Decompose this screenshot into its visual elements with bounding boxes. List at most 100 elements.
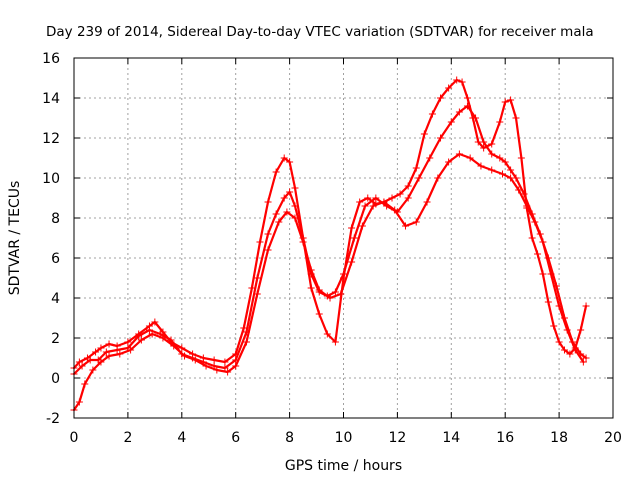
series-line bbox=[72, 78, 588, 370]
data-point bbox=[496, 154, 504, 162]
data-point bbox=[315, 286, 323, 294]
data-point bbox=[523, 202, 531, 210]
x-tick-label: 8 bbox=[285, 430, 294, 446]
data-point bbox=[528, 234, 536, 242]
data-point bbox=[264, 230, 272, 238]
data-point bbox=[178, 344, 186, 352]
data-point bbox=[299, 238, 307, 246]
data-point bbox=[515, 186, 523, 194]
data-point bbox=[145, 326, 153, 334]
data-point bbox=[105, 352, 113, 360]
data-point bbox=[272, 210, 280, 218]
x-tick-label: 18 bbox=[550, 430, 568, 446]
data-point bbox=[455, 108, 463, 116]
series-line bbox=[72, 152, 585, 412]
data-point bbox=[539, 238, 547, 246]
y-tick-label: 14 bbox=[42, 91, 60, 107]
data-point bbox=[75, 358, 83, 366]
y-axis-label: SDTVAR / TECUs bbox=[7, 181, 23, 296]
data-point bbox=[170, 342, 178, 350]
data-point bbox=[404, 194, 412, 202]
series-middle-arc bbox=[70, 102, 590, 378]
data-point bbox=[78, 362, 86, 370]
data-point bbox=[358, 222, 366, 230]
data-point bbox=[517, 154, 525, 162]
data-point bbox=[256, 238, 264, 246]
data-point bbox=[75, 398, 83, 406]
data-point bbox=[253, 274, 261, 282]
y-tick-label: 2 bbox=[51, 331, 60, 347]
data-point bbox=[420, 130, 428, 138]
data-point bbox=[113, 346, 121, 354]
data-point bbox=[291, 202, 299, 210]
data-point bbox=[264, 246, 272, 254]
chart-title: Day 239 of 2014, Sidereal Day-to-day VTE… bbox=[46, 24, 594, 40]
data-point bbox=[480, 138, 488, 146]
data-point bbox=[544, 298, 552, 306]
data-point bbox=[253, 290, 261, 298]
y-tick-label: 10 bbox=[42, 171, 60, 187]
data-point bbox=[210, 356, 218, 364]
data-point bbox=[547, 270, 555, 278]
y-tick-label: 12 bbox=[42, 131, 60, 147]
data-point bbox=[331, 288, 339, 296]
data-point bbox=[221, 358, 229, 366]
data-point bbox=[340, 270, 347, 278]
data-point bbox=[582, 354, 590, 362]
data-point bbox=[380, 198, 388, 206]
x-tick-label: 6 bbox=[231, 430, 240, 446]
x-tick-label: 4 bbox=[177, 430, 186, 446]
data-point bbox=[240, 324, 248, 332]
data-point bbox=[437, 94, 445, 102]
data-point bbox=[507, 166, 515, 174]
data-point bbox=[391, 206, 399, 214]
data-point bbox=[472, 114, 480, 122]
data-point bbox=[582, 302, 590, 310]
data-point bbox=[539, 270, 547, 278]
data-point bbox=[97, 344, 105, 352]
data-point bbox=[453, 76, 461, 84]
data-point bbox=[507, 174, 515, 182]
data-point bbox=[180, 352, 188, 360]
data-point bbox=[286, 188, 294, 196]
data-point bbox=[501, 98, 509, 106]
data-point bbox=[507, 96, 515, 104]
data-point bbox=[455, 150, 463, 158]
data-point bbox=[488, 150, 496, 158]
series-line bbox=[72, 104, 588, 376]
grid-lines bbox=[74, 58, 613, 418]
data-point bbox=[291, 214, 299, 222]
data-point bbox=[463, 102, 471, 110]
data-point bbox=[428, 110, 436, 118]
data-point bbox=[221, 364, 229, 372]
data-point bbox=[463, 94, 471, 102]
data-point bbox=[579, 358, 587, 366]
data-point bbox=[159, 334, 167, 342]
data-point bbox=[534, 250, 542, 258]
data-point bbox=[307, 266, 315, 274]
data-point bbox=[480, 144, 488, 152]
x-tick-label: 10 bbox=[335, 430, 353, 446]
y-tick-label: -2 bbox=[46, 411, 60, 427]
data-point bbox=[372, 194, 380, 202]
data-point bbox=[361, 202, 369, 210]
data-point bbox=[137, 336, 145, 344]
data-point bbox=[447, 118, 455, 126]
y-tick-label: 4 bbox=[51, 291, 60, 307]
data-point bbox=[275, 218, 283, 226]
data-point bbox=[331, 338, 339, 346]
series-upper-arc bbox=[70, 76, 590, 372]
data-point bbox=[423, 198, 431, 206]
data-point bbox=[577, 326, 585, 334]
data-point bbox=[563, 326, 571, 334]
data-point bbox=[445, 84, 453, 92]
data-point bbox=[291, 184, 299, 192]
y-axis-ticks: -2 0 2 4 6 8 10 12 14 16 bbox=[42, 51, 613, 427]
data-point bbox=[401, 222, 409, 230]
x-tick-label: 0 bbox=[70, 430, 79, 446]
y-tick-label: 6 bbox=[51, 251, 60, 267]
data-point bbox=[135, 332, 143, 340]
data-point bbox=[280, 194, 288, 202]
x-tick-label: 2 bbox=[123, 430, 132, 446]
data-point bbox=[501, 158, 509, 166]
